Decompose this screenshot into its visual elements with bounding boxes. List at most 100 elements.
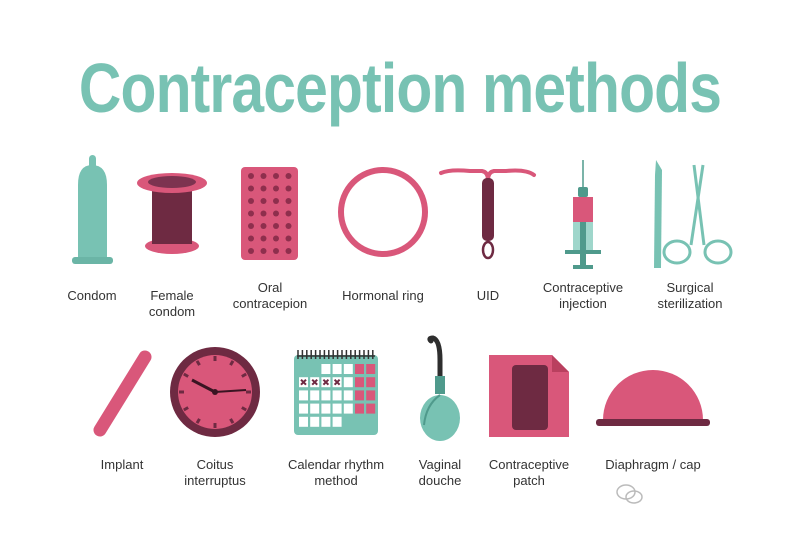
pill — [273, 223, 279, 229]
calendar-cell — [310, 403, 320, 414]
method-label-line: Calendar rhythm — [287, 457, 385, 472]
calendar-cell — [343, 403, 353, 414]
method-label-line: Diaphragm / cap — [605, 457, 701, 472]
pill — [285, 235, 292, 242]
calendar-cell — [355, 364, 364, 374]
pill — [273, 210, 279, 217]
pill — [260, 210, 267, 217]
pill — [248, 173, 254, 179]
pill — [260, 185, 267, 192]
calendar-cell — [343, 377, 353, 388]
calendar-cell — [299, 403, 308, 414]
method-label-line: UID — [476, 288, 500, 303]
pill — [273, 185, 279, 192]
pill — [285, 198, 292, 204]
calendar-cell — [355, 377, 364, 388]
calendar-cell — [321, 364, 331, 374]
pill — [248, 235, 254, 242]
watermark-chat-icon — [616, 484, 643, 504]
clock-tick — [183, 406, 189, 412]
method-label: Surgical sterilization — [625, 280, 755, 312]
pill — [273, 235, 279, 242]
pill — [260, 173, 267, 179]
method-label-line: Hormonal ring — [342, 288, 424, 303]
calendar-cell — [366, 364, 376, 374]
calendar-cell — [332, 416, 342, 427]
calendar-cell — [366, 390, 376, 401]
female-condom-icon — [137, 173, 207, 254]
method-label-line: Female — [150, 288, 194, 303]
clock-tick — [229, 360, 235, 366]
pill — [248, 248, 254, 254]
pill — [285, 185, 292, 192]
method-label: Contraceptive patch — [464, 457, 594, 489]
method-label-line: Coitus — [196, 457, 234, 472]
calendar-cell — [355, 390, 364, 401]
method-label: Diaphragm / cap — [588, 457, 718, 473]
method-label-line: Oral — [257, 280, 283, 295]
calendar-cell — [310, 416, 320, 427]
calendar-cell — [366, 377, 376, 388]
calendar-cell — [355, 403, 364, 414]
method-label: Contraceptive injection — [518, 280, 648, 312]
pill — [248, 223, 254, 229]
diaphragm-icon — [596, 370, 710, 426]
method-label: Female condom — [107, 288, 237, 320]
method-label-line: Contraceptive — [488, 457, 570, 472]
method-label-line: Condom — [67, 288, 117, 303]
method-label-line: Contraceptive — [542, 280, 624, 295]
pill — [260, 223, 267, 229]
cross-mark — [300, 378, 307, 386]
clock-tick — [241, 406, 247, 412]
pill — [260, 198, 267, 204]
method-label-line: douche — [418, 473, 462, 488]
calendar-cell — [343, 390, 353, 401]
douche-icon — [420, 335, 460, 441]
calendar-cell — [343, 364, 353, 374]
scalpel-scissors-icon — [654, 160, 733, 268]
pill — [285, 223, 292, 229]
pill — [285, 248, 292, 254]
calendar-cell — [299, 416, 308, 427]
clock-tick — [195, 418, 201, 424]
clock-icon — [170, 347, 260, 437]
pill — [285, 173, 292, 179]
cross-mark — [311, 378, 318, 386]
pill — [248, 210, 254, 217]
method-label-line: condom — [148, 304, 196, 319]
cross-mark — [333, 378, 341, 386]
calendar-cell — [321, 403, 331, 414]
pill — [285, 210, 292, 217]
method-label-line: injection — [559, 296, 607, 311]
pill — [248, 198, 254, 204]
method-label-line: Vaginal — [418, 457, 462, 472]
calendar-cell — [332, 403, 342, 414]
cross-mark — [322, 378, 330, 386]
method-label-line: Implant — [100, 457, 144, 472]
method-label: Oral contracepion — [205, 280, 335, 312]
pill — [248, 185, 254, 192]
pill — [260, 248, 267, 254]
method-label: Calendar rhythm method — [271, 457, 401, 489]
calendar-cell — [332, 364, 342, 374]
method-label: UID — [423, 288, 553, 304]
page-title: Contraception methods — [78, 49, 722, 127]
calendar-icon — [294, 350, 378, 435]
clock-tick — [183, 372, 189, 378]
calendar-cell — [321, 416, 331, 427]
calendar-cell — [332, 390, 342, 401]
hormonal-ring-icon — [338, 167, 428, 257]
iud-icon — [439, 168, 536, 260]
method-label-line: Surgical — [666, 280, 714, 295]
pill — [273, 248, 279, 254]
method-label-line: patch — [513, 473, 545, 488]
method-label: Hormonal ring — [318, 288, 448, 304]
pill-pack-icon — [241, 167, 298, 260]
pill — [260, 235, 267, 242]
pill — [273, 173, 279, 179]
condom-icon — [72, 155, 113, 264]
method-label-line: contracepion — [232, 296, 308, 311]
method-label-line: sterilization — [657, 296, 723, 311]
